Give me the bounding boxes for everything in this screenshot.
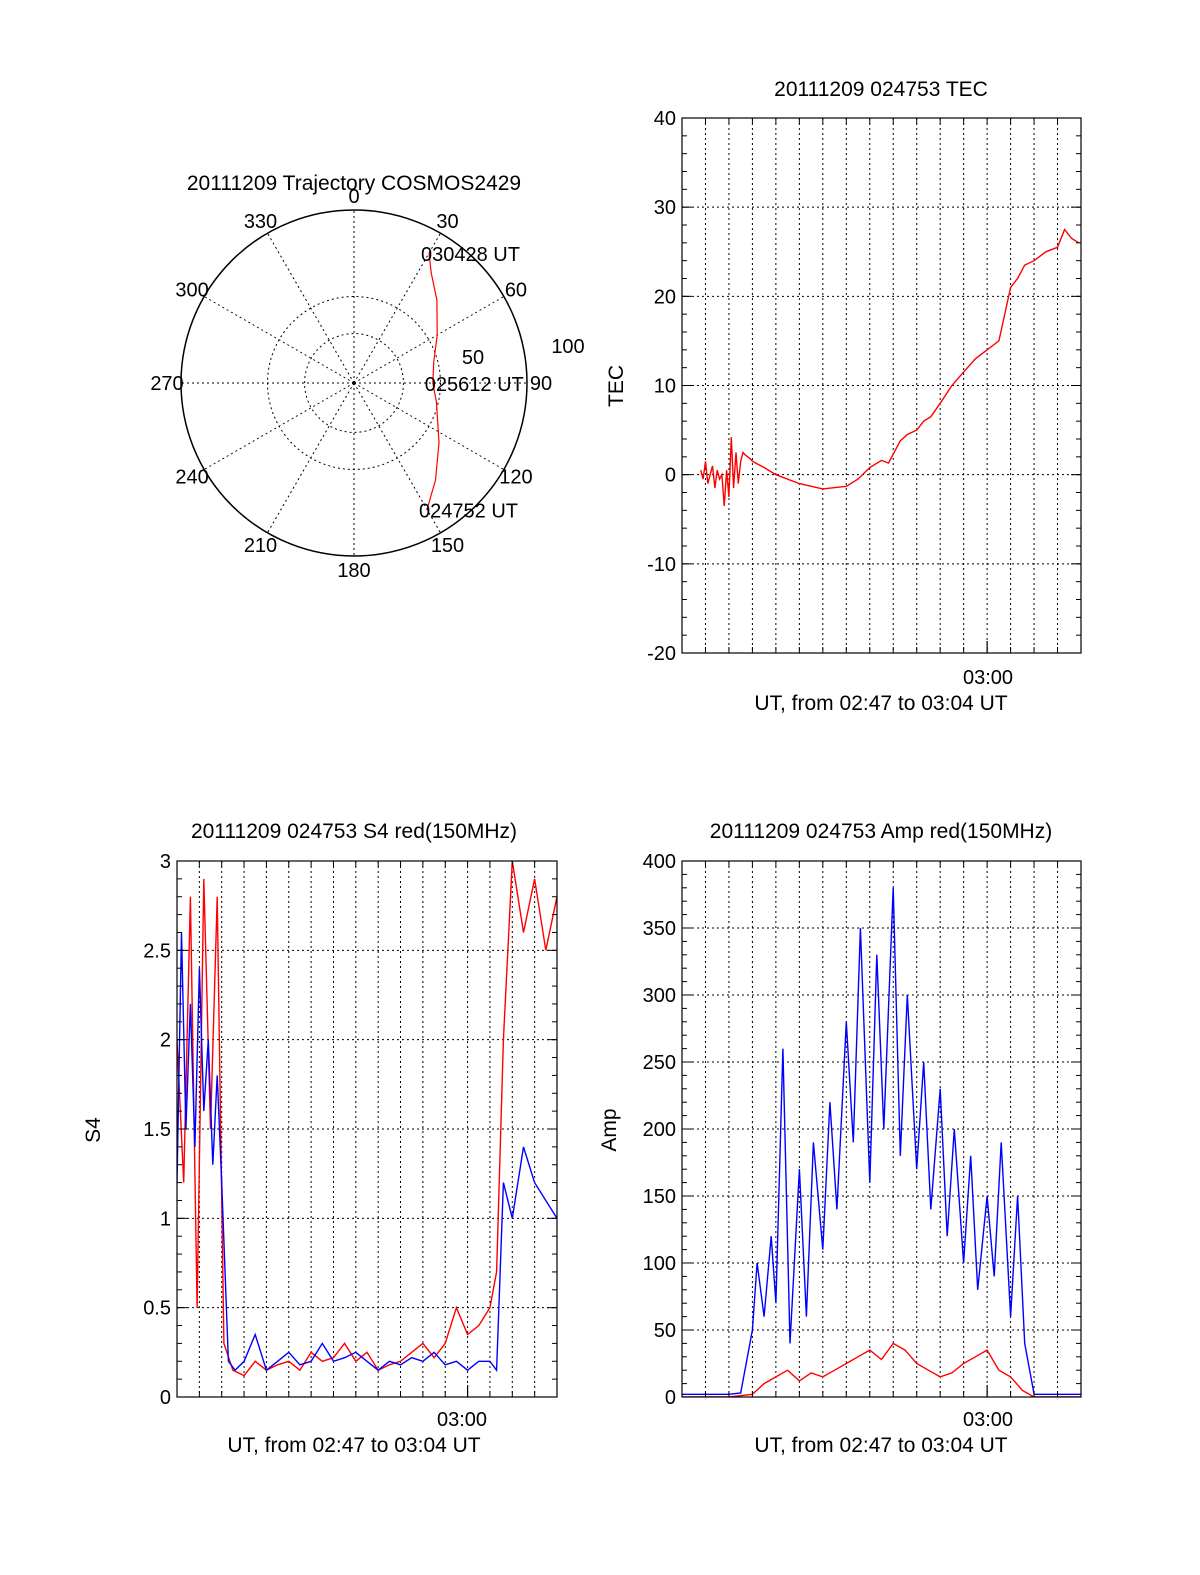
y-tick-label: 30: [654, 197, 676, 219]
polar-spoke-300: [203, 296, 355, 384]
polar-azimuth-label-240: 240: [175, 467, 208, 489]
y-tick-label: 10: [654, 376, 676, 398]
tec-plot: 20111209 024753 TEC -20 -10 0 10 20 30 40 03:0…: [605, 78, 1082, 715]
s4-plot: 20111209 024753 S4 red(150MHz) 0 0.5 1 1.5 2…: [82, 820, 558, 1457]
polar-spoke-210: [267, 382, 355, 534]
trajectory-annotation-0: 030428 UT: [421, 244, 520, 266]
polar-spoke-60: [353, 296, 505, 384]
y-tick-label: 1: [160, 1208, 171, 1230]
polar-azimuth-label-330: 330: [244, 211, 277, 233]
tec-frame: [681, 117, 1082, 654]
y-tick-label: 200: [643, 1119, 676, 1141]
y-tick-label: 150: [643, 1186, 676, 1208]
polar-outer-ring: [180, 209, 528, 557]
y-tick-label: 0: [665, 465, 676, 487]
polar-spoke-330: [267, 232, 355, 384]
s4-series: [177, 861, 557, 1377]
tec-grid: [682, 118, 1081, 653]
amp-series: [682, 887, 1081, 1397]
polar-azimuth-label-30: 30: [436, 211, 458, 233]
s4-ylabel: S4: [82, 1117, 105, 1143]
amp-grid: [682, 861, 1081, 1397]
amp-plot: 20111209 024753 Amp red(150MHz) 0 50 100 15…: [598, 820, 1082, 1457]
polar-azimuth-label-0: 0: [348, 186, 359, 208]
series-line-0: [682, 1342, 1081, 1397]
y-tick-label: 400: [643, 851, 676, 873]
amp-xlabel: UT, from 02:47 to 03:04 UT: [754, 1434, 1007, 1457]
polar-spoke-30: [353, 232, 441, 384]
polar-azimuth-label-90: 90: [530, 373, 552, 395]
polar-spoke-240: [203, 382, 355, 470]
trajectory-line: [426, 253, 440, 510]
y-tick-label: 2: [160, 1030, 171, 1052]
polar-azimuth-label-180: 180: [337, 560, 370, 582]
trajectory-annotations: 030428 UT 025612 UT 024752 UT: [419, 244, 524, 522]
y-tick-label: 250: [643, 1052, 676, 1074]
polar-azimuth-labels: 0 30 60 90 120 150 180 210 240 270 300 330: [150, 186, 552, 582]
polar-azimuth-label-210: 210: [244, 535, 277, 557]
amp-xtick-label: 03:00: [963, 1409, 1013, 1431]
series-line-1: [682, 887, 1081, 1395]
s4-title: 20111209 024753 S4 red(150MHz): [191, 820, 517, 843]
polar-azimuth-label-60: 60: [505, 280, 527, 302]
y-tick-label: 40: [654, 108, 676, 130]
s4-xlabel: UT, from 02:47 to 03:04 UT: [227, 1434, 480, 1457]
y-tick-label: 0: [160, 1387, 171, 1409]
polar-trajectory-plot: 20111209 Trajectory COSMOS2429 0 30 60 90 12…: [150, 172, 584, 582]
amp-title: 20111209 024753 Amp red(150MHz): [710, 820, 1052, 843]
polar-azimuth-label-300: 300: [175, 280, 208, 302]
y-tick-label: 50: [654, 1320, 676, 1342]
polar-azimuth-label-270: 270: [150, 373, 183, 395]
amp-frame: [681, 860, 1082, 1398]
y-tick-label: 0.5: [143, 1298, 171, 1320]
y-tick-label: 2.5: [143, 940, 171, 962]
tec-title: 20111209 024753 TEC: [774, 78, 988, 101]
polar-grid: [180, 209, 528, 557]
polar-title: 20111209 Trajectory COSMOS2429: [187, 172, 521, 195]
y-tick-label: -10: [647, 554, 676, 576]
polar-spoke-120: [353, 382, 505, 470]
y-tick-label: -20: [647, 643, 676, 665]
tec-xlabel: UT, from 02:47 to 03:04 UT: [754, 692, 1007, 715]
s4-ticks: 0 0.5 1 1.5 2 2.5 3: [143, 851, 557, 1409]
polar-radial-labels: 50 100: [462, 336, 585, 369]
trajectory-annotation-2: 024752 UT: [419, 501, 518, 523]
tec-ticks: -20 -10 0 10 20 30 40: [647, 108, 1081, 665]
amp-ylabel: Amp: [598, 1108, 621, 1151]
polar-azimuth-label-150: 150: [431, 535, 464, 557]
s4-xtick-label: 03:00: [437, 1409, 487, 1431]
series-line-0: [700, 228, 1080, 506]
y-tick-label: 100: [643, 1253, 676, 1275]
trajectory-annotation-1: 025612 UT: [425, 374, 524, 396]
series-line-1: [177, 932, 557, 1373]
tec-xtick-label: 03:00: [963, 667, 1013, 689]
y-tick-label: 20: [654, 286, 676, 308]
y-tick-label: 1.5: [143, 1119, 171, 1141]
polar-radial-label-100: 100: [551, 336, 584, 358]
tec-series: [700, 228, 1080, 506]
polar-ring-1: [304, 333, 404, 433]
series-line-0: [177, 861, 557, 1377]
tec-ylabel: TEC: [605, 365, 628, 407]
polar-azimuth-label-120: 120: [499, 467, 532, 489]
polar-spoke-150: [353, 382, 441, 534]
y-tick-label: 0: [665, 1387, 676, 1409]
polar-radial-label-50: 50: [462, 347, 484, 369]
amp-ticks: 0 50 100 150 200 250 300 350 400: [643, 851, 1081, 1409]
y-tick-label: 3: [160, 851, 171, 873]
y-tick-label: 350: [643, 918, 676, 940]
y-tick-label: 300: [643, 985, 676, 1007]
s4-grid: [177, 861, 557, 1397]
